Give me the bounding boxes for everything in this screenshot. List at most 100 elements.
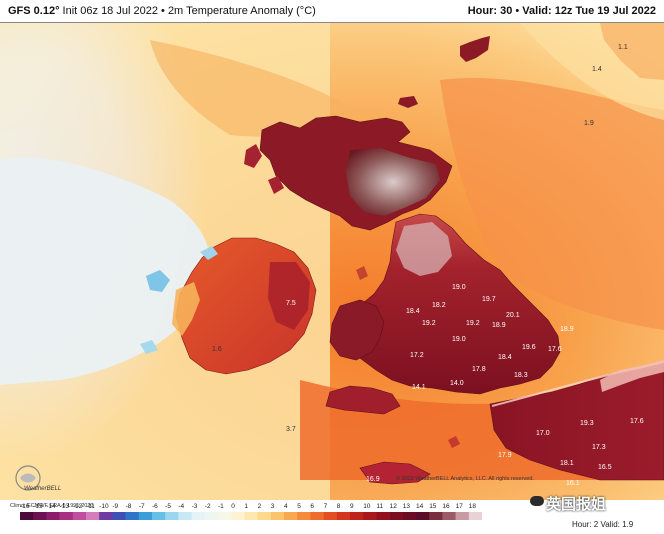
colorbar-swatch <box>270 512 285 520</box>
colorbar-swatch <box>389 512 404 520</box>
norway-coast <box>600 23 664 80</box>
colorbar-swatch <box>72 512 87 520</box>
value-label: 7.5 <box>286 300 296 307</box>
colorbar-tick-label: 14 <box>416 503 424 510</box>
colorbar-tick-label: 18 <box>468 503 477 510</box>
colorbar-swatch <box>402 512 417 520</box>
colorbar-tick-label: 9 <box>350 503 354 510</box>
value-label: 19.3 <box>580 420 594 427</box>
colorbar-tick-label: -12 <box>72 503 83 510</box>
value-label: 17.3 <box>592 444 606 451</box>
header-separator: • <box>161 5 165 17</box>
colorbar-swatch <box>442 512 456 520</box>
value-label: 1.6 <box>212 346 222 353</box>
init-time: Init 06z 18 Jul 2022 <box>62 5 158 17</box>
scotland-core <box>346 148 440 216</box>
value-label: 17.2 <box>410 352 424 359</box>
value-label: 17.6 <box>630 418 644 425</box>
colorbar-tick-label: -4 <box>178 503 185 510</box>
colorbar-tick-label: 8 <box>336 503 341 510</box>
value-label: 19.0 <box>452 336 466 343</box>
colorbar-swatch <box>231 512 245 520</box>
dutch-coast-light <box>600 360 664 392</box>
colorbar-swatch <box>429 512 443 520</box>
ireland-dark-east <box>268 262 310 330</box>
colorbar-swatch <box>152 512 166 520</box>
brittany-region <box>359 461 431 485</box>
isle-of-man <box>356 266 368 280</box>
value-label: 18.3 <box>514 372 528 379</box>
channel-islands <box>448 436 460 448</box>
colorbar-swatch <box>244 512 258 520</box>
value-label: 14.0 <box>450 380 464 387</box>
wechat-icon <box>530 496 544 506</box>
colorbar-tick-label: 0 <box>231 503 235 510</box>
value-label: 1.9 <box>584 120 594 127</box>
colorbar-tick-label: 16 <box>442 503 450 510</box>
value-label: 19.2 <box>422 320 436 327</box>
colorbar-tick-label: -9 <box>112 503 119 510</box>
colorbar-tick-label: 15 <box>429 503 437 510</box>
value-label: 19.0 <box>452 284 466 291</box>
value-label: 16.1 <box>566 480 580 487</box>
value-label: 19.2 <box>466 320 480 327</box>
colorbar-swatch <box>350 512 364 520</box>
colorbar-tick-label: 7 <box>323 503 328 510</box>
colorbar-swatch <box>33 512 47 520</box>
colorbar-labels: -16 -15 -14 -13 -12 -11 -10 -9 -8 -7 -6 -5 -4 -3 -2 -1 0… <box>16 503 486 513</box>
colorbar-tick-label: -11 <box>86 503 95 510</box>
value-label: 16.5 <box>598 464 612 471</box>
colorbar-swatch <box>99 512 113 520</box>
colorbar-swatch <box>416 512 430 520</box>
colorbar-swatch <box>191 512 206 520</box>
north-sea-warm-band <box>440 77 664 331</box>
colorbar-tick-label: 2 <box>257 503 262 510</box>
value-label: 1.4 <box>592 66 602 73</box>
value-label: 14.1 <box>412 384 426 391</box>
colorbar-swatch <box>46 512 60 520</box>
value-label: 17.8 <box>472 366 486 373</box>
north-atlantic-band <box>150 40 370 137</box>
climatology-note: Climo: ECMWF ERA-5 1991-2020 <box>10 503 94 509</box>
colorbar-tick-label: -8 <box>125 503 132 510</box>
header-left: GFS 0.12° Init 06z 18 Jul 2022 • 2m Temp… <box>8 5 316 17</box>
hebrides <box>244 144 284 194</box>
colorbar-swatch <box>336 512 351 520</box>
colorbar-swatch <box>257 512 272 520</box>
ireland-cold-spot <box>146 270 170 292</box>
value-label: 18.4 <box>406 308 420 315</box>
colorbar-tick-label: -13 <box>59 503 69 510</box>
ireland-west-cool <box>172 282 200 336</box>
colorbar <box>20 512 482 520</box>
value-label: 18.1 <box>560 460 574 467</box>
colorbar-swatch <box>323 512 338 520</box>
colorbar-swatch <box>165 512 179 520</box>
ireland-cold-spot-3 <box>140 340 158 354</box>
value-label: 20.1 <box>506 312 520 319</box>
colorbar-tick-label: -6 <box>152 503 158 510</box>
valid-time: Valid: 12z Tue 19 Jul 2022 <box>522 5 656 17</box>
value-label: 18.2 <box>432 302 446 309</box>
colorbar-tick-label: 11 <box>376 503 384 510</box>
france-region <box>489 361 664 481</box>
mini-caption: Hour: 2 Valid: 1.9 <box>572 520 634 529</box>
colorbar-tick-label: 5 <box>297 503 301 510</box>
colorbar-tick-label: -15 <box>33 503 43 510</box>
forecast-hour: Hour: 30 <box>467 5 513 17</box>
product-name: 2m Temperature Anomaly (°C) <box>167 5 316 17</box>
logo-text: WeatherBELL <box>24 486 62 492</box>
orkney-shetland <box>398 36 490 108</box>
colorbar-swatch <box>455 512 470 520</box>
map-header: GFS 0.12° Init 06z 18 Jul 2022 • 2m Temp… <box>0 0 664 23</box>
atlantic-cool-zone <box>0 157 210 385</box>
colorbar-tick-label: -7 <box>138 503 145 510</box>
value-label: 3.7 <box>286 426 296 433</box>
watermark-text: 英国报姐 <box>546 496 607 513</box>
colorbar-tick-label: -14 <box>46 503 56 510</box>
colorbar-swatch <box>310 512 324 520</box>
copyright-text: © 2022 WeatherBELL Analytics, LLC. All r… <box>396 476 534 482</box>
colorbar-tick-label: 12 <box>389 503 397 510</box>
england-north-light <box>396 222 452 276</box>
wales-region <box>329 299 385 361</box>
value-label: 19.6 <box>522 344 536 351</box>
